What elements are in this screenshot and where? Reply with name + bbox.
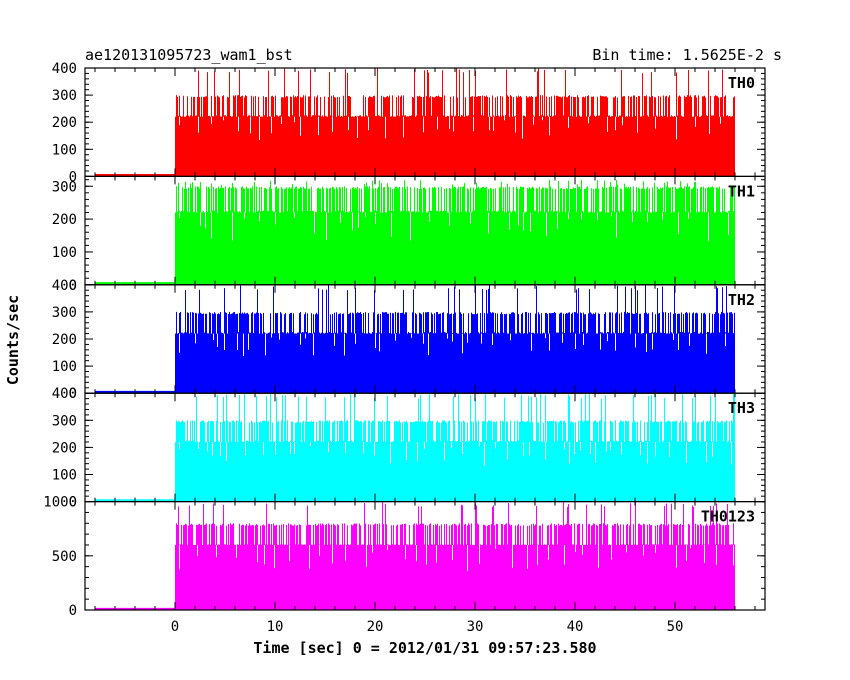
x-tick-label: 20 [367,619,384,635]
y-tick-label-th0: 100 [52,142,77,158]
y-tick-label-th2: 200 [52,332,77,348]
y-tick-label-th0: 200 [52,115,77,131]
y-tick-label-th2: 0 [69,386,77,402]
y-tick-label-th0: 300 [52,88,77,104]
x-tick-label: 0 [171,619,179,635]
x-tick-label: 30 [467,619,484,635]
panel-label-th3: TH3 [728,399,755,417]
panel-label-th2: TH2 [728,291,755,309]
y-tick-label-th0123: 500 [52,549,77,565]
y-tick-label-th3: 200 [52,440,77,456]
y-tick-label-th1: 200 [52,212,77,228]
y-tick-label-th2: 300 [52,305,77,321]
panel-label-th1: TH1 [728,182,755,200]
y-tick-label-th1: 0 [69,278,77,294]
y-tick-label-th0: 400 [52,61,77,77]
y-tick-label-th0123: 0 [69,603,77,619]
y-tick-label-th3: 400 [52,386,77,402]
y-tick-label-th3: 0 [69,495,77,511]
x-axis-label: Time [sec] 0 = 2012/01/31 09:57:23.580 [253,639,596,657]
y-tick-label-th3: 100 [52,468,77,484]
chart-title-right: Bin time: 1.5625E-2 s [592,46,782,64]
panel-label-th0123: TH0123 [701,508,755,526]
y-tick-label-th1: 300 [52,179,77,195]
chart-title-left: ae120131095723_wam1_bst [85,46,293,64]
y-tick-label-th2: 100 [52,359,77,375]
y-axis-label: Counts/sec [4,295,22,385]
y-tick-label-th1: 100 [52,245,77,261]
y-tick-label-th0: 0 [69,169,77,185]
y-tick-label-th2: 400 [52,278,77,294]
y-tick-label-th0123: 1000 [43,495,77,511]
panel-label-th0: TH0 [728,74,755,92]
y-tick-label-th3: 300 [52,413,77,429]
x-tick-label: 50 [667,619,684,635]
x-tick-label: 40 [567,619,584,635]
x-tick-label: 10 [267,619,284,635]
